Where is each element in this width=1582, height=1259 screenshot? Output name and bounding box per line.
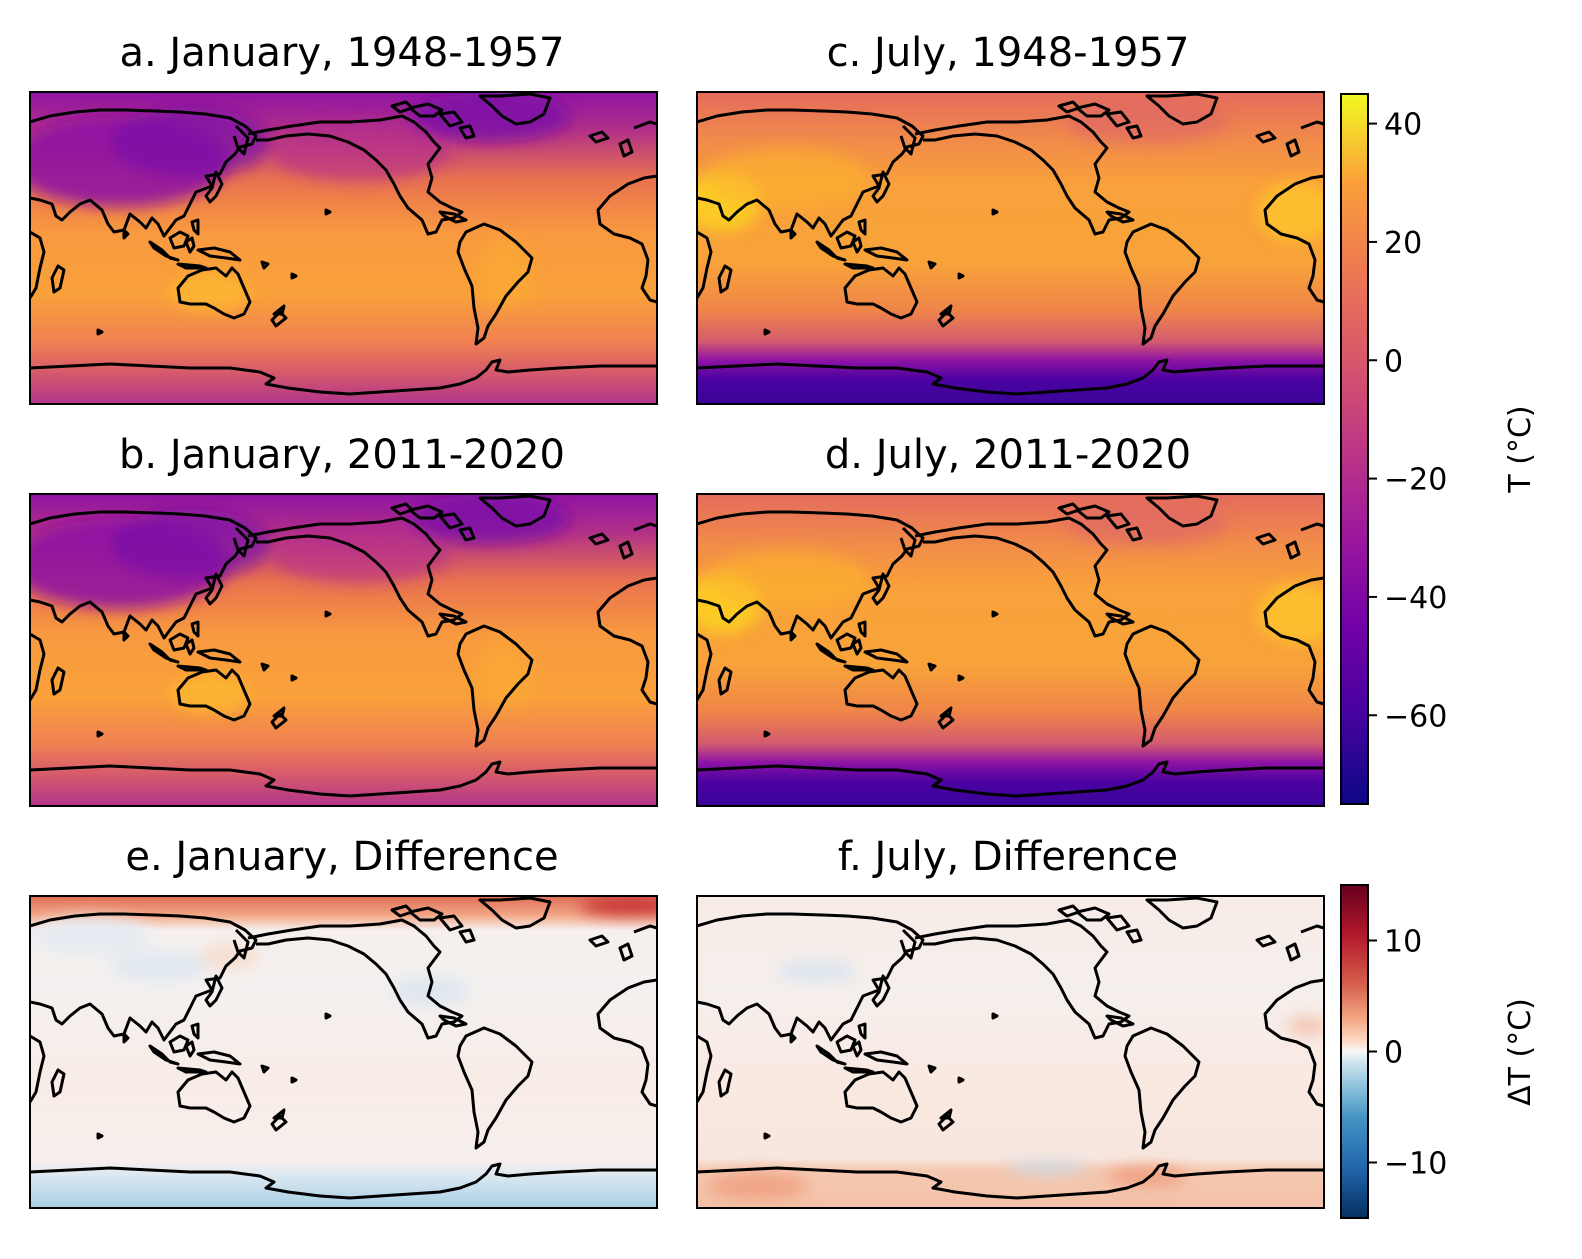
colorbar-tick-label: −60 — [1384, 699, 1447, 734]
panel-c-title: c. July, 1948-1957 — [827, 30, 1190, 76]
panel-e-title: e. January, Difference — [125, 834, 558, 880]
difference-colorbar: 10 0 −10 ΔT (°C) — [1340, 884, 1538, 1219]
temperature-colorbar-ticks: 40 20 0 −20 −40 −60 — [1368, 108, 1447, 734]
difference-colorbar-ticks: 10 0 −10 — [1368, 925, 1447, 1182]
colorbar-tick-label: 40 — [1384, 108, 1422, 143]
colorbar-tick-label: 20 — [1384, 226, 1422, 261]
panel-d-title: d. July, 2011-2020 — [825, 432, 1191, 478]
colorbar-tick-label: −20 — [1384, 463, 1447, 498]
colorbar-tick-label: 0 — [1384, 1036, 1403, 1071]
map-panel-b — [29, 493, 658, 807]
colorbar-tick-label: 10 — [1384, 925, 1422, 960]
map-panel-c — [696, 91, 1325, 405]
colorbar-tick-label: −40 — [1384, 581, 1447, 616]
map-panel-d — [696, 493, 1325, 807]
temperature-colorbar: 40 20 0 −20 −40 −60 T (°C) — [1340, 93, 1538, 805]
map-panel-e — [29, 895, 658, 1209]
difference-colorbar-label: ΔT (°C) — [1503, 998, 1538, 1106]
colorbar-tick-label: −10 — [1384, 1147, 1447, 1182]
temperature-colorbar-label: T (°C) — [1503, 405, 1538, 493]
panel-a-title: a. January, 1948-1957 — [119, 30, 564, 76]
panel-f-title: f. July, Difference — [838, 834, 1178, 880]
panel-b-title: b. January, 2011-2020 — [119, 432, 565, 478]
map-panel-f — [696, 895, 1325, 1209]
colorbar-tick-label: 0 — [1384, 344, 1403, 379]
map-panel-a — [29, 91, 658, 405]
